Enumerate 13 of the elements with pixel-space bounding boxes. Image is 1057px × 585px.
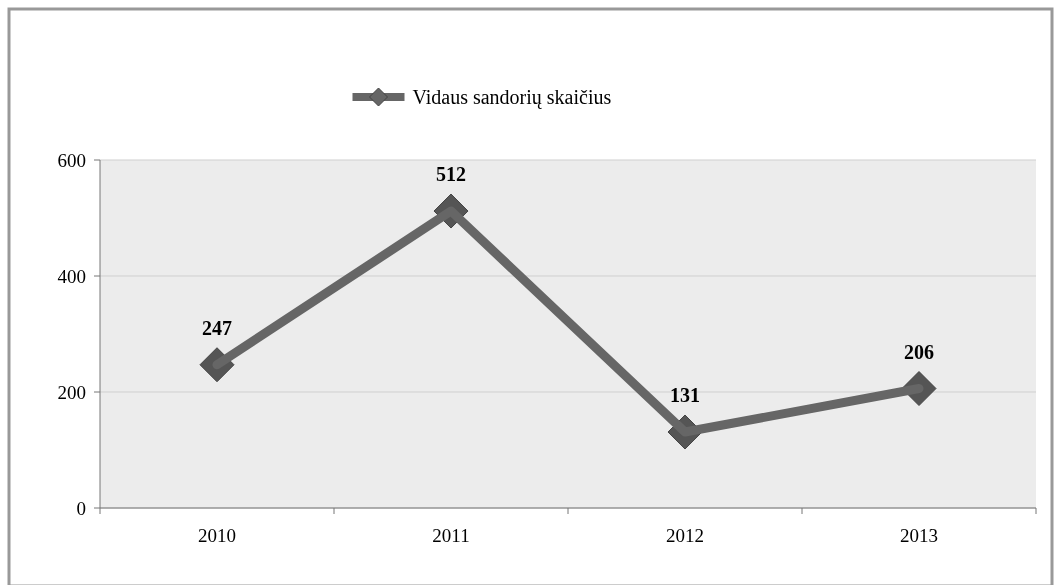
data-label: 512: [436, 163, 466, 186]
y-tick-label: 400: [57, 265, 86, 287]
x-tick-label: 2012: [666, 525, 704, 546]
data-label: 247: [202, 316, 232, 339]
data-label: 131: [670, 384, 700, 407]
x-tick-label: 2010: [198, 525, 236, 546]
y-tick-label: 600: [57, 149, 86, 171]
data-label: 206: [904, 340, 934, 363]
y-tick-label: 200: [57, 381, 86, 403]
y-tick-label: 0: [76, 497, 86, 519]
legend-label: Vidaus sandorių skaičius: [412, 86, 612, 109]
x-tick-label: 2013: [900, 525, 938, 546]
x-tick-label: 2011: [432, 525, 470, 546]
